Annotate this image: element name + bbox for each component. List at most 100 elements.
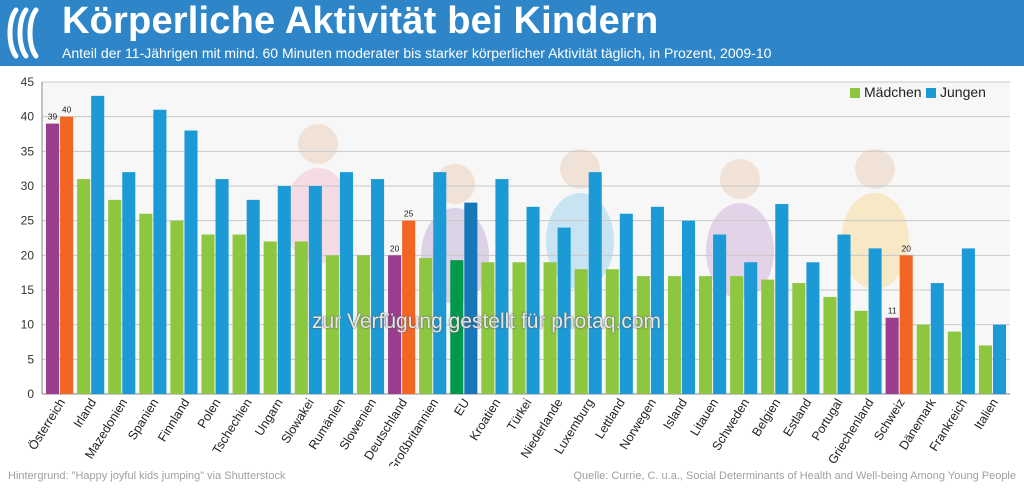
bar-jungen	[215, 179, 229, 394]
bar-jungen	[153, 109, 167, 394]
bar-jungen	[371, 179, 385, 394]
y-tick-label: 30	[21, 179, 35, 193]
bar-maedchen	[574, 269, 588, 394]
bar-maedchen	[77, 179, 91, 394]
bar-jungen	[992, 324, 1007, 394]
bar-jungen	[713, 234, 727, 394]
bar-maedchen	[730, 276, 744, 394]
watermark-text: zur Verfügung gestellt für photaq.com	[312, 310, 662, 333]
bar-jungen	[433, 172, 447, 394]
data-label: 20	[390, 243, 400, 253]
bar-jungen	[650, 206, 664, 394]
bar-maedchen	[978, 345, 992, 394]
bar-maedchen	[325, 255, 339, 394]
legend-label: Mädchen	[864, 84, 922, 100]
background-kid-head	[720, 159, 760, 199]
bar-jungen	[464, 202, 478, 394]
bar-jungen	[184, 130, 198, 394]
bar-jungen	[91, 95, 105, 394]
bar-jungen	[806, 262, 820, 394]
bar-jungen	[277, 186, 291, 394]
bar-maedchen	[263, 241, 277, 394]
source-note: Quelle: Currie, C. u.a., Social Determin…	[573, 470, 1017, 482]
bar-maedchen	[605, 269, 619, 394]
bar-maedchen	[108, 199, 122, 394]
bar-maedchen	[419, 258, 433, 394]
x-tick-label: Belgien	[749, 396, 783, 439]
bar-jungen	[775, 204, 789, 394]
y-tick-label: 45	[21, 75, 35, 89]
legend-swatch	[926, 88, 936, 98]
bar-jungen	[246, 199, 260, 394]
bar-jungen	[122, 172, 136, 394]
x-tick-label: Island	[660, 396, 690, 432]
bar-jungen	[837, 234, 851, 394]
bar-jungen	[868, 248, 882, 394]
bar-jungen	[495, 179, 509, 394]
bar-maedchen	[792, 283, 806, 394]
y-tick-label: 15	[21, 283, 35, 297]
bar-jungen	[526, 206, 540, 394]
data-label: 40	[62, 105, 72, 115]
bar-jungen	[308, 186, 322, 394]
background-kid-head	[298, 124, 338, 164]
data-label: 25	[404, 209, 414, 219]
bar-jungen	[557, 227, 571, 394]
page-subtitle: Anteil der 11-Jährigen mit mind. 60 Minu…	[62, 45, 772, 61]
bar-maedchen	[46, 123, 60, 394]
x-tick-label: Litauen	[688, 396, 722, 438]
x-tick-label: Estland	[780, 396, 814, 439]
y-tick-label: 40	[21, 110, 35, 124]
data-label: 39	[48, 112, 58, 122]
bar-maedchen	[916, 324, 930, 394]
bar-jungen	[402, 220, 416, 394]
x-tick-label: Italien	[971, 396, 1001, 432]
bar-maedchen	[761, 279, 775, 394]
x-tick-label: Türkei	[504, 396, 534, 433]
bar-maedchen	[388, 255, 402, 394]
x-tick-label: Kroatien	[467, 396, 504, 443]
bar-maedchen	[699, 276, 713, 394]
bar-jungen	[339, 172, 353, 394]
x-tick-label: Ungarn	[252, 396, 286, 438]
y-tick-label: 20	[21, 248, 35, 262]
data-label: 11	[888, 306, 897, 316]
bar-jungen	[619, 213, 633, 394]
bar-maedchen	[667, 276, 681, 394]
bar-maedchen	[512, 262, 526, 394]
x-tick-label: Österreich	[26, 396, 68, 452]
background-kid-body	[841, 193, 909, 289]
bar-maedchen	[201, 234, 215, 394]
x-tick-label: EU	[451, 396, 472, 418]
page-title: Körperliche Aktivität bei Kindern	[62, 0, 659, 42]
bar-jungen	[588, 172, 602, 394]
bar-jungen	[681, 220, 696, 394]
oecd-logo-icon	[7, 7, 39, 59]
bar-jungen	[961, 248, 975, 394]
header-banner: Körperliche Aktivität bei Kindern Anteil…	[0, 0, 1024, 66]
bar-jungen	[930, 283, 944, 394]
bar-jungen	[60, 116, 74, 394]
bar-jungen	[744, 262, 758, 394]
y-tick-label: 10	[21, 318, 35, 332]
legend-swatch	[850, 88, 860, 98]
bar-jungen	[899, 255, 913, 394]
bar-maedchen	[450, 260, 464, 394]
y-tick-label: 0	[27, 387, 34, 401]
bar-maedchen	[947, 331, 961, 394]
legend-label: Jungen	[940, 84, 986, 100]
bar-maedchen	[170, 220, 184, 394]
bar-maedchen	[885, 317, 899, 394]
y-tick-label: 25	[21, 214, 35, 228]
bar-maedchen	[294, 241, 308, 394]
y-tick-label: 5	[27, 352, 34, 366]
bar-maedchen	[356, 255, 371, 394]
bar-maedchen	[232, 234, 246, 394]
data-label: 20	[901, 243, 911, 253]
bar-maedchen	[139, 213, 153, 394]
background-credit: Hintergrund: "Happy joyful kids jumping"…	[8, 470, 286, 482]
background-kid-head	[855, 149, 895, 189]
x-tick-label: Irland	[71, 396, 99, 430]
bar-maedchen	[636, 276, 650, 394]
